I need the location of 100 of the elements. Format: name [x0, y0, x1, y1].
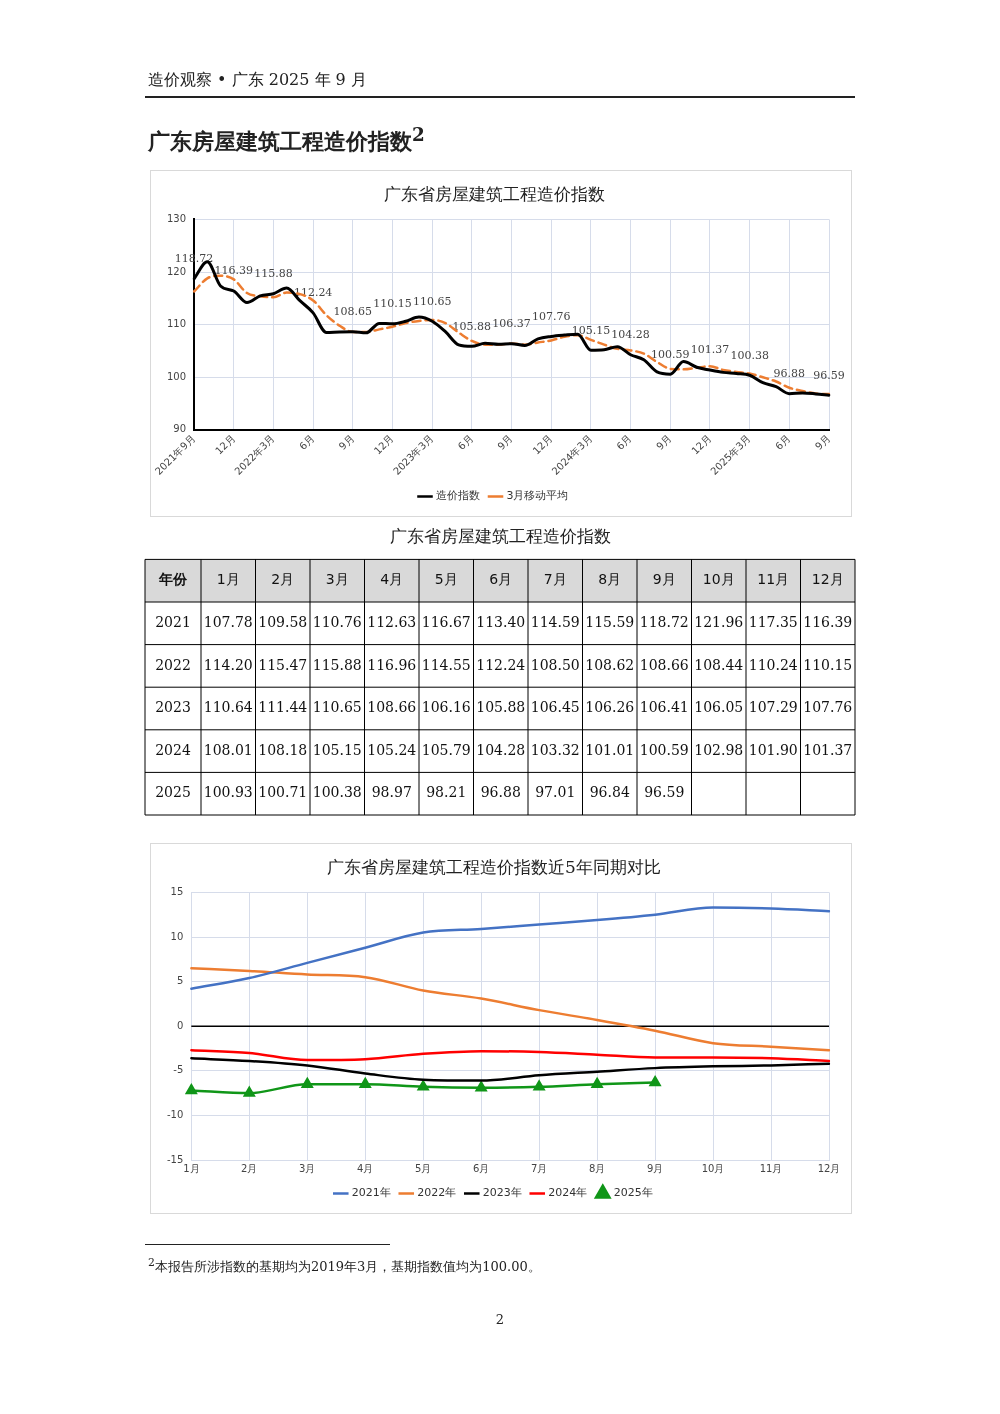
x-tick-label: 8月 [598, 571, 622, 588]
chart-title: 广东省房屋建筑工程造价指数近5年同期对比 [327, 856, 661, 877]
data-label: 110.65 [412, 294, 452, 308]
data-label: 108.66 [367, 699, 417, 716]
data-label: 110.15 [803, 656, 853, 673]
data-label: 96.59 [813, 368, 845, 382]
data-label: 104.28 [611, 328, 650, 342]
data-label: 110.64 [203, 699, 253, 716]
data-label: 109.58 [258, 613, 308, 630]
y-tick-label: 10 [170, 930, 184, 942]
data-label: 106.41 [639, 699, 689, 716]
y-tick-label: 5 [176, 975, 184, 987]
data-label: 116.67 [421, 613, 471, 630]
data-label: 96.88 [773, 367, 806, 381]
data-label: 100.71 [258, 784, 308, 801]
data-label: 105.15 [312, 741, 362, 758]
y-axis-title: 年份 [158, 571, 188, 588]
data-label: 110.24 [748, 656, 798, 673]
data-label: 100.38 [730, 348, 769, 362]
line-series [190, 1049, 831, 1063]
data-label: 107.76 [803, 699, 853, 716]
text: 广东房屋建筑工程造价指数$^{2}$ [148, 124, 425, 157]
data-label: 106.16 [421, 699, 471, 716]
x-tick-label: 6月 [614, 432, 634, 452]
data-label: 108.44 [694, 656, 744, 673]
data-label: 100.38 [312, 784, 362, 801]
data-label: 121.96 [694, 613, 744, 630]
point [185, 1084, 197, 1095]
data-label: 106.37 [492, 317, 531, 331]
text: $^{2}$本报告所涉指数的基期均为2019年3月，基期指数值均为100.00。 [148, 1256, 542, 1277]
data-label: 108.66 [639, 656, 689, 673]
x-tick-label: 6月 [472, 1162, 490, 1174]
data-label: 110.15 [373, 297, 412, 311]
data-label: 105.24 [367, 741, 417, 758]
y-tick-label: -10 [166, 1108, 184, 1120]
x-tick-label: 9月 [654, 432, 674, 452]
data-label: 101.37 [803, 741, 853, 758]
data-label: 98.97 [371, 784, 412, 801]
data-label: 96.84 [589, 784, 630, 801]
data-label: 116.39 [214, 264, 254, 278]
data-label: 115.88 [312, 656, 362, 673]
data-label: 105.88 [452, 319, 492, 333]
x-tick-label: 4月 [357, 1162, 374, 1174]
data-label: 112.63 [367, 613, 417, 630]
x-tick-label: 5月 [434, 571, 458, 588]
y-tick-label: 2025 [155, 784, 191, 801]
data-label: 107.78 [203, 613, 253, 630]
data-label: 115.88 [254, 267, 293, 281]
data-label: 101.01 [585, 741, 635, 758]
data-label: 101.90 [748, 741, 798, 758]
y-tick-label: 2023 [155, 699, 191, 716]
data-label: 116.96 [367, 656, 417, 673]
x-tick-label: 2月 [241, 1162, 258, 1174]
data-label: 108.18 [258, 741, 308, 758]
x-tick-label: 10月 [701, 1162, 725, 1174]
y-tick-label: -15 [166, 1153, 184, 1165]
x-tick-label: 3月 [325, 571, 349, 588]
data-label: 113.40 [476, 613, 526, 630]
x-tick-label: 9月 [336, 432, 357, 452]
data-label: 100.59 [651, 347, 690, 361]
chart-title: 广东省房屋建筑工程造价指数 [383, 183, 605, 204]
data-label: 96.88 [480, 784, 521, 801]
legend-label: 2023年 [482, 1186, 522, 1200]
x-tick-label: 2月 [271, 571, 295, 588]
data-label: 110.76 [312, 613, 362, 630]
data-label: 115.59 [585, 613, 635, 630]
x-tick-label: 6月 [455, 432, 476, 452]
data-label: 104.28 [476, 741, 526, 758]
data-label: 105.15 [571, 323, 611, 337]
data-label: 108.01 [203, 741, 253, 758]
data-label: 117.35 [748, 613, 798, 630]
data-label: 108.65 [333, 305, 373, 319]
point [301, 1077, 313, 1088]
data-label: 112.24 [476, 656, 526, 673]
point [533, 1080, 545, 1091]
x-tick-label: 6月 [773, 432, 793, 452]
line-series [190, 966, 831, 1052]
data-label: 107.29 [748, 699, 798, 716]
data-label: 118.72 [639, 613, 689, 630]
data-label: 114.20 [203, 656, 253, 673]
data-label: 108.50 [530, 656, 580, 673]
y-tick-label: 110 [166, 318, 187, 330]
y-tick-label: 2022 [155, 656, 191, 673]
point [591, 1077, 603, 1088]
data-label: 106.26 [585, 699, 635, 716]
data-label: 96.59 [644, 784, 685, 801]
y-tick-label: 90 [173, 423, 187, 435]
data-label: 110.65 [312, 699, 362, 716]
x-tick-label: 9月 [812, 432, 833, 452]
line-series [190, 906, 831, 990]
data-label: 98.21 [426, 784, 467, 801]
x-tick-label: 12月 [817, 1162, 841, 1174]
text: 造价观察 • 广东 2025 年 9 月 [148, 70, 367, 91]
y-tick-label: -5 [173, 1064, 184, 1076]
y-tick-label: 2021 [155, 613, 191, 630]
data-label: 114.55 [421, 656, 471, 673]
legend-label: 2022年 [417, 1186, 457, 1200]
data-label: 100.59 [639, 741, 689, 758]
data-label: 115.47 [258, 656, 308, 673]
x-tick-label: 8月 [588, 1162, 606, 1174]
